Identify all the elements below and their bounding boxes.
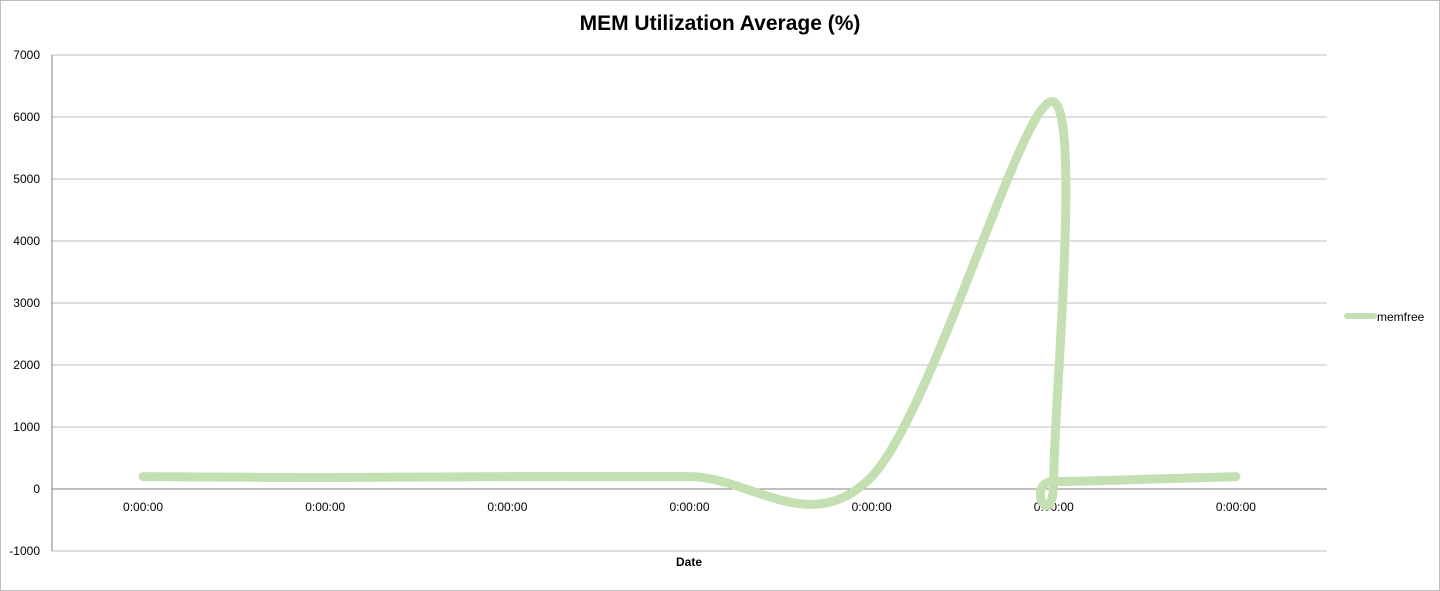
x-tick-label: 0:00:00 [1216, 500, 1256, 514]
legend: memfree [1344, 310, 1425, 324]
chart-title: MEM Utilization Average (%) [579, 12, 861, 35]
y-tick-label: 1000 [13, 420, 40, 434]
x-tick-label: 0:00:00 [487, 500, 527, 514]
y-tick-label: 5000 [13, 172, 40, 186]
x-axis-title: Date [676, 555, 702, 569]
y-tick-label: 3000 [13, 296, 40, 310]
legend-label-memfree: memfree [1377, 310, 1425, 324]
x-tick-label: 0:00:00 [305, 500, 345, 514]
y-tick-label: 4000 [13, 234, 40, 248]
x-tick-label: 0:00:00 [852, 500, 892, 514]
x-tick-label: 0:00:00 [669, 500, 709, 514]
x-axis-ticks: 0:00:00 0:00:00 0:00:00 0:00:00 0:00:00 0:00:… [123, 500, 1256, 514]
y-tick-label: 6000 [13, 110, 40, 124]
y-tick-label: -1000 [9, 544, 40, 558]
series-line-memfree [138, 97, 1241, 511]
y-axis-ticks: -1000 0 1000 2000 3000 4000 5000 6000 7000 [9, 48, 40, 558]
x-tick-label: 0:00:00 [123, 500, 163, 514]
series-layer [138, 97, 1241, 511]
y-tick-label: 2000 [13, 358, 40, 372]
y-tick-label: 7000 [13, 48, 40, 62]
y-tick-label: 0 [33, 482, 40, 496]
gridlines [51, 54, 1327, 552]
